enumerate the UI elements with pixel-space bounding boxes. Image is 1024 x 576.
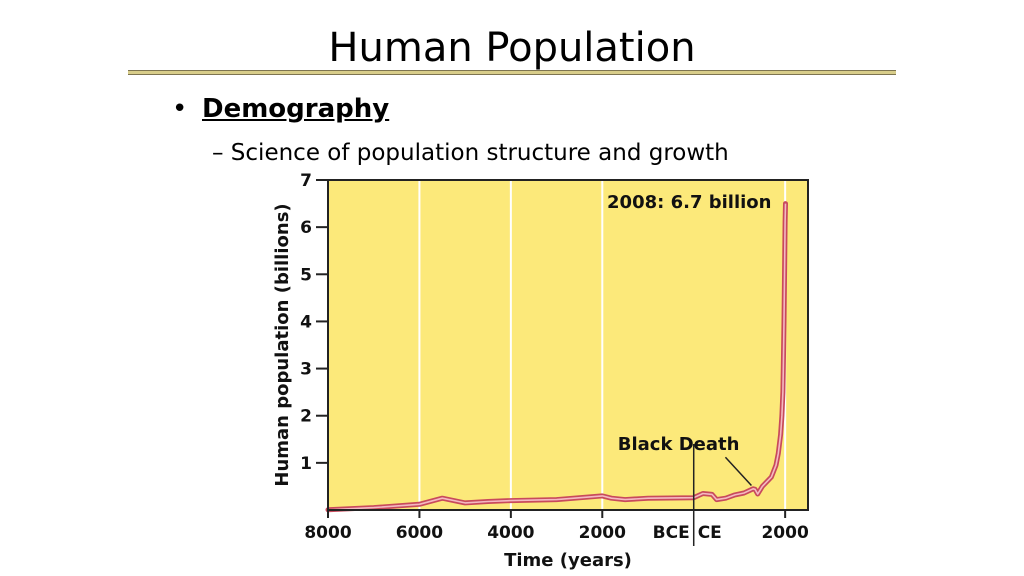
x-tick-label-0: 8000	[304, 523, 351, 543]
bullet-term: Demography	[202, 94, 390, 124]
sub-bullet-definition: – Science of population structure and gr…	[212, 140, 729, 166]
ce-label: CE	[698, 523, 722, 543]
slide-title: Human Population	[328, 25, 696, 71]
y-tick-label-4: 4	[300, 312, 312, 332]
black-death-pointer	[724, 456, 752, 486]
x-tick-label-4: 2000	[761, 523, 808, 543]
annotation-2008: 2008: 6.7 billion	[607, 192, 771, 213]
x-tick-label-1: 6000	[396, 523, 443, 543]
x-tick-label-3: 2000	[579, 523, 626, 543]
bullet-demography: • Demography	[172, 92, 389, 126]
plot-frame	[327, 179, 809, 511]
y-tick-label-3: 3	[300, 360, 312, 380]
y-axis-title: Human population (billions)	[272, 203, 293, 486]
y-tick-label-1: 1	[300, 454, 312, 474]
bce-label: BCE	[653, 523, 690, 543]
label-layer: 1 2 3 4 5 6 7 8000 6000 4000 2000 2000 BCE CE Time (ye…	[272, 171, 809, 571]
y-tick-label-6: 6	[300, 218, 312, 238]
y-tick-label-2: 2	[300, 407, 312, 427]
bullet-dot: •	[172, 94, 188, 124]
x-axis-title: Time (years)	[504, 550, 632, 571]
plot-background	[328, 180, 808, 510]
x-tick-label-2: 4000	[487, 523, 534, 543]
title-divider	[128, 70, 896, 75]
population-line-highlight	[327, 203, 787, 511]
y-tick-label-7: 7	[300, 171, 312, 191]
y-tick-label-5: 5	[300, 265, 312, 285]
plot-layer	[316, 179, 809, 546]
annotation-black-death: Black Death	[618, 434, 740, 455]
population-chart: 1 2 3 4 5 6 7 8000 6000 4000 2000 2000 BCE CE Time (ye…	[272, 171, 809, 571]
